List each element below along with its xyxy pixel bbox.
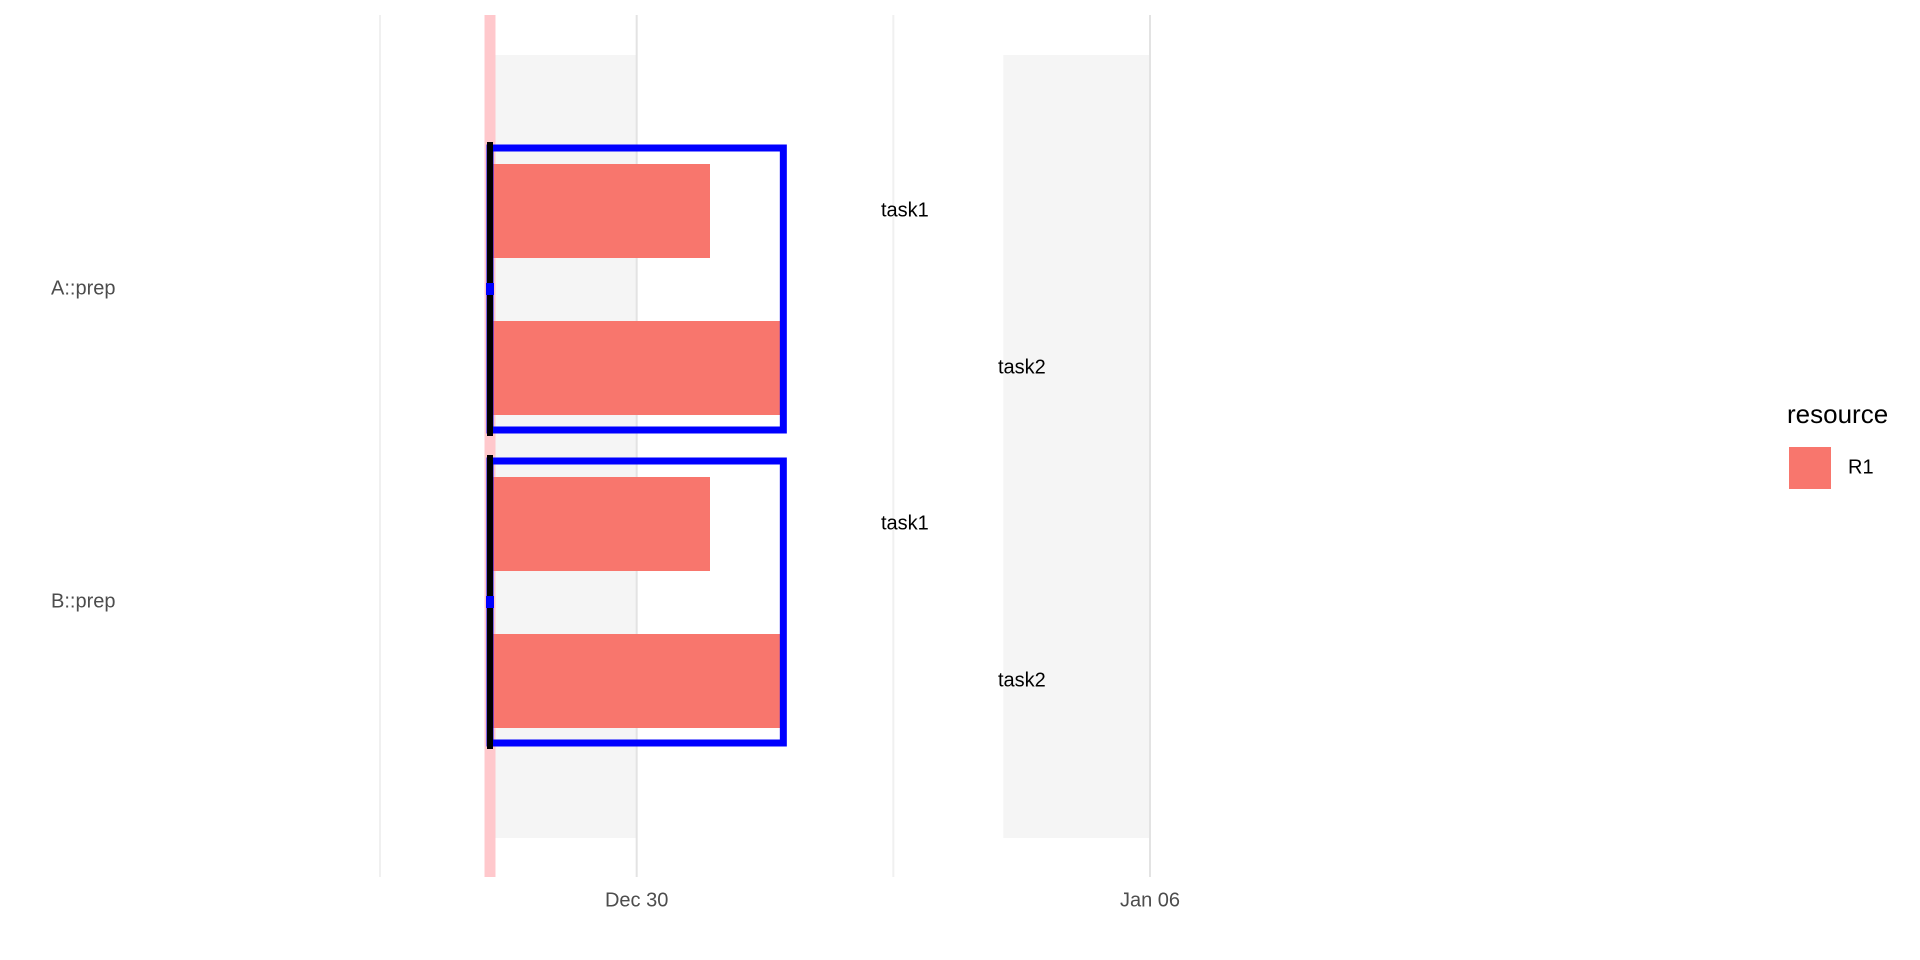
task-bar: [490, 164, 710, 258]
task-bar: [490, 634, 784, 728]
task-bar: [490, 477, 710, 571]
legend: resource R1: [1787, 399, 1888, 489]
y-tick-label: B::prep: [51, 590, 115, 612]
gridlines: [379, 15, 1151, 877]
task-label: task1: [881, 512, 929, 534]
task-label: task2: [998, 356, 1046, 378]
task-label: task1: [881, 199, 929, 221]
x-tick-label: Dec 30: [605, 889, 668, 911]
x-tick-label: Jan 06: [1120, 889, 1180, 911]
y-tick-label: A::prep: [51, 277, 115, 299]
legend-key: [1789, 447, 1831, 489]
task-label: task2: [998, 669, 1046, 691]
shaded-period: [1003, 55, 1150, 838]
legend-label: R1: [1848, 456, 1874, 478]
legend-title: resource: [1787, 399, 1888, 429]
task-bar: [490, 321, 784, 415]
task-bars: [490, 164, 784, 728]
task-labels: task1 task2 task1 task2: [881, 199, 1046, 691]
